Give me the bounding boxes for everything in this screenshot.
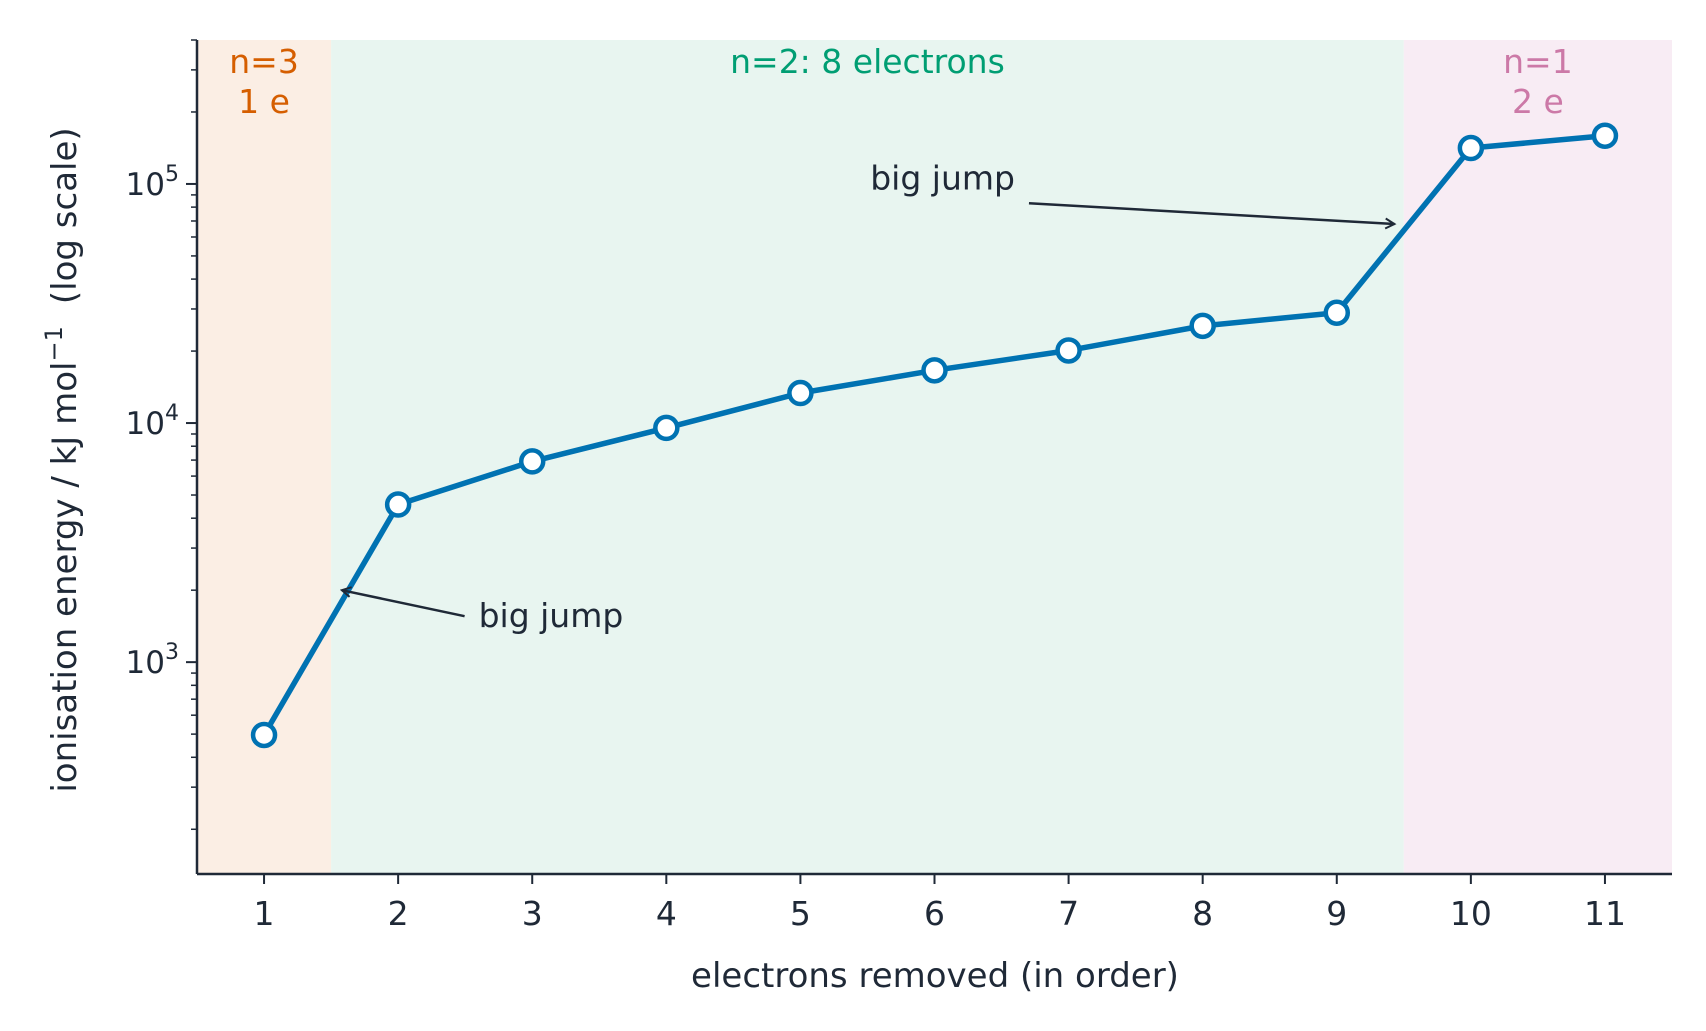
shell-band-3 — [1403, 40, 1672, 874]
x-tick-label-7: 7 — [1058, 894, 1079, 933]
y-axis-label: ionisation energy / kJ mol−1 (log scale) — [40, 127, 85, 792]
y-axis-label-exponent: −1 — [40, 326, 68, 361]
y-tick-label-exponent: 5 — [165, 162, 179, 187]
annotation-1-label: big jump — [479, 596, 624, 635]
y-tick-label-exponent: 4 — [165, 401, 179, 426]
shell-label-3-line-2: 2 e — [1512, 82, 1564, 121]
shell-band-1 — [197, 40, 332, 874]
data-point-6 — [921, 357, 948, 384]
annotations: big jump big jump — [342, 158, 1395, 635]
data-point-3 — [518, 448, 546, 475]
axis-labels: electrons removed (in order) ionisation … — [40, 127, 1179, 996]
y-tick-label-exponent: 3 — [165, 640, 179, 665]
y-tick-label-1: 103 — [126, 640, 179, 681]
x-tick-label-5: 5 — [790, 894, 811, 933]
x-tick-label-6: 6 — [924, 894, 945, 933]
data-point-11 — [1591, 122, 1619, 149]
y-tick-label-base: 10 — [126, 406, 165, 442]
data-point-5 — [787, 379, 814, 407]
x-tick-label-10: 10 — [1450, 894, 1492, 933]
shell-label-3-line-1: n=1 — [1503, 42, 1573, 81]
data-point-8 — [1189, 312, 1216, 340]
shell-band-2 — [331, 40, 1404, 874]
series-layer — [250, 122, 1619, 749]
data-point-4 — [653, 414, 680, 442]
x-tick-label-2: 2 — [388, 894, 409, 933]
y-tick-label-base: 10 — [126, 167, 165, 203]
data-point-1 — [250, 721, 278, 749]
annotation-2-arrow — [1028, 202, 1394, 224]
x-tick-label-3: 3 — [522, 894, 543, 933]
y-tick-label-3: 105 — [126, 162, 179, 203]
x-axis-label: electrons removed (in order) — [691, 956, 1179, 996]
data-point-2 — [384, 491, 412, 518]
y-axis-label-main: ionisation energy / kJ mol — [45, 362, 85, 793]
shell-label-1-line-2: 1 e — [238, 82, 290, 121]
y-axis-label-suffix: (log scale) — [45, 127, 85, 304]
shell-label-1-line-1: n=3 — [229, 42, 299, 81]
x-tick-label-9: 9 — [1326, 894, 1347, 933]
data-point-9 — [1323, 299, 1351, 326]
x-tick-label-11: 11 — [1584, 894, 1626, 933]
data-point-10 — [1457, 134, 1485, 162]
shell-label-2-line-1: n=2: 8 electrons — [730, 42, 1005, 81]
annotation-1-arrow — [342, 590, 465, 618]
shell-bands: n=31 e n=2: 8 electrons n=12 e — [197, 40, 1672, 874]
x-tick-label-8: 8 — [1192, 894, 1213, 933]
x-tick-label-4: 4 — [656, 894, 677, 933]
y-tick-label-2: 104 — [126, 401, 179, 442]
annotation-2-label: big jump — [870, 158, 1015, 197]
y-tick-label-base: 10 — [126, 645, 165, 681]
data-point-7 — [1055, 337, 1082, 364]
x-tick-label-1: 1 — [254, 894, 275, 933]
